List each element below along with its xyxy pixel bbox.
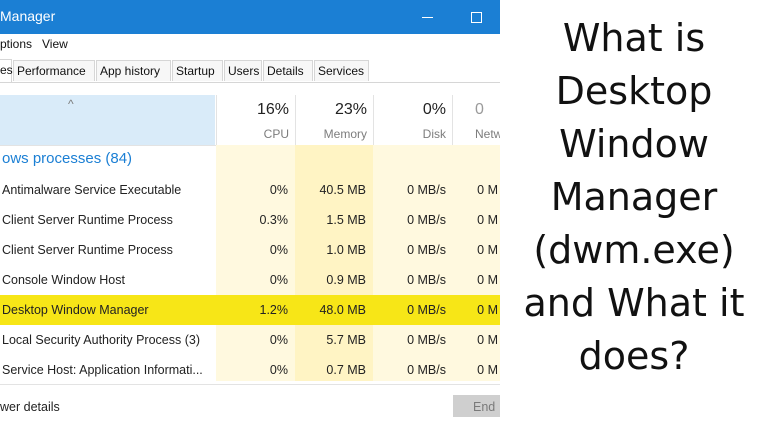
disk-heat-column (373, 145, 452, 381)
headline-line: does? (578, 334, 690, 378)
headline-line: (dwm.exe) (533, 228, 735, 272)
process-memory: 5.7 MB (326, 333, 366, 347)
tab-details[interactable]: Details (263, 60, 313, 81)
table-row[interactable]: Client Server Runtime Process 0% 1.0 MB … (0, 235, 500, 265)
memory-column-label: Memory (323, 127, 367, 141)
menu-view[interactable]: View (42, 37, 68, 51)
headline-line: What is (562, 16, 706, 60)
memory-heat-column (295, 145, 373, 381)
disk-column-label: Disk (422, 127, 446, 141)
process-network: 0 M (477, 273, 498, 287)
group-label: ows processes (84) (2, 150, 133, 167)
headline-line: Manager (550, 175, 718, 219)
process-cpu: 0% (269, 243, 288, 257)
process-network: 0 M (477, 243, 498, 257)
column-header-row: ^ 16% CPU 23% Memory 0% Disk 0 Netw (0, 95, 500, 146)
minimize-icon[interactable] (414, 5, 442, 29)
network-column-header[interactable]: 0 Netw (452, 95, 500, 145)
sort-up-arrow-icon: ^ (68, 97, 74, 111)
process-name: Client Server Runtime Process (2, 243, 173, 257)
table-row-highlighted[interactable]: Desktop Window Manager 1.2% 48.0 MB 0 MB… (0, 295, 500, 325)
window-title: Manager (0, 8, 56, 24)
windows-processes-group[interactable]: ows processes (84) (0, 146, 500, 172)
table-row[interactable]: Antimalware Service Executable 0% 40.5 M… (0, 175, 500, 205)
network-heat-column (452, 145, 500, 381)
process-name: Console Window Host (2, 273, 125, 287)
cpu-heat-column (216, 145, 295, 381)
name-column-header[interactable]: ^ (0, 95, 215, 145)
process-memory: 48.0 MB (319, 303, 366, 317)
tab-processes[interactable]: es (0, 59, 13, 82)
process-cpu: 0% (269, 363, 288, 377)
tab-strip: es Performance App history Startup Users… (0, 58, 500, 83)
process-network: 0 M (477, 183, 498, 197)
disk-column-header[interactable]: 0% Disk (373, 95, 452, 145)
headline-line: and What it (523, 281, 745, 325)
memory-column-header[interactable]: 23% Memory (295, 95, 373, 145)
network-total-percent: 0 (475, 101, 484, 118)
process-disk: 0 MB/s (407, 333, 446, 347)
table-row[interactable]: Console Window Host 0% 0.9 MB 0 MB/s 0 M (0, 265, 500, 295)
table-row[interactable]: Service Host: Application Informati... 0… (0, 355, 500, 385)
tab-users[interactable]: Users (224, 60, 262, 81)
headline-panel (500, 0, 768, 432)
process-memory: 1.5 MB (326, 213, 366, 227)
network-column-label: Netw (475, 127, 500, 141)
process-name: Local Security Authority Process (3) (2, 333, 200, 347)
cpu-total-percent: 16% (256, 101, 289, 118)
process-disk: 0 MB/s (407, 303, 446, 317)
process-cpu: 0% (269, 333, 288, 347)
process-network: 0 M (477, 213, 498, 227)
menu-options[interactable]: ptions (0, 37, 33, 51)
process-memory: 0.7 MB (326, 363, 366, 377)
end-task-button[interactable]: End (453, 395, 500, 417)
footer-bar: wer details End (0, 384, 500, 432)
cpu-column-header[interactable]: 16% CPU (216, 95, 295, 145)
fewer-details-link[interactable]: wer details (0, 400, 60, 414)
disk-total-percent: 0% (422, 101, 446, 118)
headline-line: Desktop (555, 69, 713, 113)
title-bar: Manager (0, 0, 500, 34)
process-disk: 0 MB/s (407, 273, 446, 287)
process-cpu: 0% (269, 183, 288, 197)
process-cpu: 0.3% (259, 213, 289, 227)
maximize-icon[interactable] (462, 5, 490, 29)
headline-text: What is Desktop Window Manager (dwm.exe)… (505, 12, 763, 412)
tab-performance[interactable]: Performance (13, 60, 95, 81)
process-network: 0 M (477, 363, 498, 377)
tab-app-history[interactable]: App history (96, 60, 171, 81)
process-disk: 0 MB/s (407, 363, 446, 377)
table-row[interactable]: Local Security Authority Process (3) 0% … (0, 325, 500, 355)
process-network: 0 M (477, 303, 498, 317)
process-memory: 0.9 MB (326, 273, 366, 287)
process-memory: 40.5 MB (319, 183, 366, 197)
table-row[interactable]: Client Server Runtime Process 0.3% 1.5 M… (0, 205, 500, 235)
process-name: Client Server Runtime Process (2, 213, 173, 227)
process-disk: 0 MB/s (407, 183, 446, 197)
tab-services[interactable]: Services (314, 60, 369, 81)
process-name: Service Host: Application Informati... (2, 363, 203, 377)
process-disk: 0 MB/s (407, 243, 446, 257)
headline-line: Window (559, 122, 709, 166)
process-cpu: 1.2% (259, 303, 289, 317)
task-manager-window: Manager ptions View es Performance App h… (0, 0, 500, 432)
process-name: Antimalware Service Executable (2, 183, 182, 197)
process-name: Desktop Window Manager (2, 303, 149, 317)
process-network: 0 M (477, 333, 498, 347)
menu-bar: ptions View (0, 34, 500, 54)
tab-startup[interactable]: Startup (172, 60, 223, 81)
cpu-column-label: CPU (263, 127, 289, 141)
process-memory: 1.0 MB (326, 243, 366, 257)
process-cpu: 0% (269, 273, 288, 287)
memory-total-percent: 23% (334, 101, 367, 118)
process-disk: 0 MB/s (407, 213, 446, 227)
